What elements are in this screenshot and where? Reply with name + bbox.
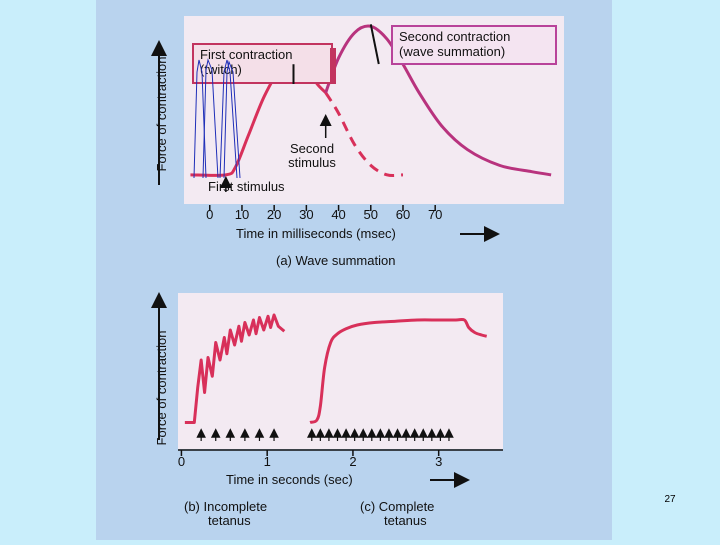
figure-panel: Force of contraction Time in millisecond… [96, 0, 612, 540]
series-b-line [184, 313, 286, 424]
series-a-1-line [324, 91, 404, 178]
x-tick-label-a: 0 [206, 207, 213, 222]
x-axis-label-bc: Time in seconds (sec) [226, 472, 353, 487]
x-tick-label-bc: 3 [435, 454, 442, 469]
first-contraction-callout-shadow [330, 48, 336, 84]
x-axis-label-a: Time in milliseconds (msec) [236, 226, 396, 241]
x-tick-label-bc: 2 [349, 454, 356, 469]
x-tick-label-a: 40 [331, 207, 345, 222]
y-axis-label-bc: Force of contraction [154, 331, 169, 446]
figure-svg: Force of contraction Time in millisecond… [151, 16, 564, 528]
x-ticks-a: 0 10 20 30 40 50 60 70 [206, 205, 442, 222]
x-tick-label-a: 30 [299, 207, 313, 222]
second-contraction-line-1: Second contraction [399, 29, 510, 44]
x-ticks-bc: 0 1 2 3 [178, 449, 503, 469]
x-tick-label-a: 50 [364, 207, 378, 222]
caption-a: (a) Wave summation [276, 253, 395, 268]
x-tick-label-bc: 0 [178, 454, 185, 469]
second-stimulus-line-2: stimulus [288, 155, 336, 170]
caption-b-line-1: (b) Incomplete [184, 499, 267, 514]
x-tick-label-bc: 1 [264, 454, 271, 469]
series-c-line [309, 317, 488, 424]
x-tick-label-a: 60 [396, 207, 410, 222]
stimulus-arrows-bc [196, 428, 454, 441]
caption-c-line-2: tetanus [384, 513, 427, 528]
first-stimulus-label: First stimulus [208, 179, 285, 194]
second-contraction-callout [391, 25, 557, 65]
handdrawn-loop-3 [219, 59, 238, 179]
second-contraction-leader [369, 24, 380, 65]
handdrawn-loop-2 [202, 58, 219, 179]
slide-number: 27 [664, 494, 676, 505]
panel-a-wave-summation: Force of contraction Time in millisecond… [151, 16, 564, 268]
caption-b-line-2: tetanus [208, 513, 251, 528]
plot-area-bc [178, 293, 503, 449]
x-tick-label-a: 20 [267, 207, 281, 222]
first-contraction-line-1: First contraction [200, 47, 292, 62]
second-contraction-line-2: (wave summation) [399, 44, 505, 59]
handdrawn-loops [193, 58, 241, 179]
x-tick-label-a: 70 [428, 207, 442, 222]
second-stimulus-line-1: Second [290, 141, 334, 156]
handdrawn-loop-1 [193, 59, 207, 179]
x-tick-label-a: 10 [235, 207, 249, 222]
series-group-bc [184, 313, 488, 424]
y-axis-label-a: Force of contraction [154, 57, 169, 172]
first-contraction-callout [192, 43, 333, 84]
caption-c-line-1: (c) Complete [360, 499, 434, 514]
handdrawn-loop-4 [223, 60, 241, 179]
panel-bc-tetanus: Force of contraction Time in seconds (se… [151, 292, 503, 528]
series-a-2-line [324, 24, 552, 177]
